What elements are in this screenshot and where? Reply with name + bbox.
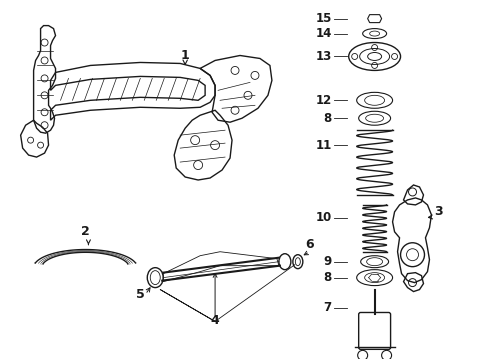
Text: 4: 4	[210, 314, 219, 328]
Text: 9: 9	[323, 255, 331, 268]
Text: 13: 13	[315, 50, 331, 63]
Text: 8: 8	[323, 271, 331, 284]
Text: 14: 14	[315, 27, 331, 40]
Text: 10: 10	[315, 211, 331, 224]
Text: 11: 11	[315, 139, 331, 152]
Text: 8: 8	[323, 112, 331, 125]
Text: 6: 6	[305, 238, 313, 251]
Text: 7: 7	[323, 301, 331, 314]
Text: 15: 15	[315, 12, 331, 25]
Text: 2: 2	[81, 225, 90, 238]
Text: 1: 1	[181, 49, 189, 62]
Text: 5: 5	[136, 288, 144, 301]
Text: 3: 3	[433, 205, 442, 218]
Text: 12: 12	[315, 94, 331, 107]
